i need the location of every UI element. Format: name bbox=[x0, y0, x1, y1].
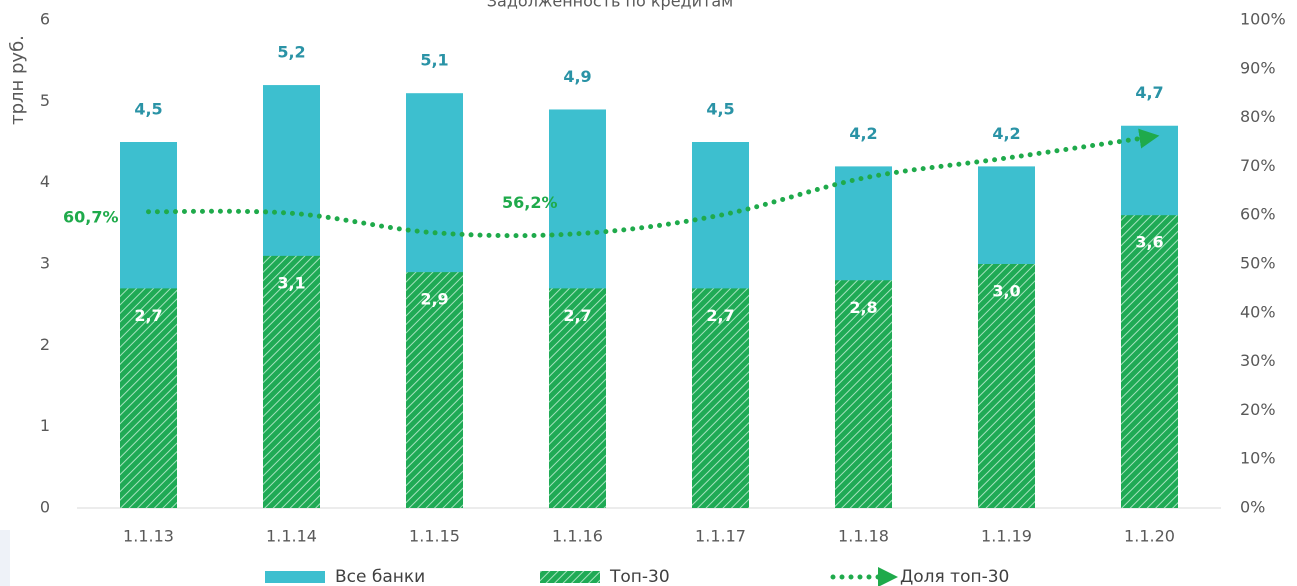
y-tick-label: 5 bbox=[40, 91, 50, 110]
data-label: 4,5 bbox=[134, 100, 162, 119]
y-axis-label: трлн руб. bbox=[7, 35, 28, 125]
x-tick-label: 1.1.13 bbox=[123, 527, 174, 546]
x-tick-label: 1.1.15 bbox=[409, 527, 460, 546]
legend-label: Топ-30 bbox=[609, 567, 670, 586]
y2-tick-label: 10% bbox=[1240, 449, 1276, 468]
y-tick-label: 1 bbox=[40, 416, 50, 435]
bar bbox=[120, 288, 177, 508]
data-label: 3,6 bbox=[1135, 233, 1163, 252]
legend-swatch bbox=[265, 571, 325, 583]
legend-swatch bbox=[540, 571, 600, 583]
data-label: 5,2 bbox=[277, 43, 305, 62]
x-tick-label: 1.1.18 bbox=[838, 527, 889, 546]
data-label: 2,7 bbox=[134, 306, 162, 325]
y2-tick-label: 50% bbox=[1240, 254, 1276, 273]
data-label: 4,2 bbox=[992, 124, 1020, 143]
data-label: 5,1 bbox=[420, 51, 448, 70]
bar bbox=[549, 288, 606, 508]
legend-label: Все банки bbox=[335, 567, 425, 586]
x-tick-label: 1.1.14 bbox=[266, 527, 317, 546]
y2-tick-label: 100% bbox=[1240, 10, 1286, 29]
x-tick-label: 1.1.20 bbox=[1124, 527, 1175, 546]
y-tick-label: 6 bbox=[40, 10, 50, 29]
data-label: 60,7% bbox=[63, 207, 119, 226]
y2-tick-label: 80% bbox=[1240, 107, 1276, 126]
data-label: 4,9 bbox=[563, 67, 591, 86]
legend-label: Доля топ-30 bbox=[900, 567, 1009, 586]
data-label: 3,0 bbox=[992, 282, 1020, 301]
y-tick-label: 0 bbox=[40, 498, 50, 517]
x-tick-label: 1.1.17 bbox=[695, 527, 746, 546]
data-label: 2,7 bbox=[563, 306, 591, 325]
data-label: 4,2 bbox=[849, 124, 877, 143]
y2-tick-label: 20% bbox=[1240, 400, 1276, 419]
x-tick-label: 1.1.19 bbox=[981, 527, 1032, 546]
bar bbox=[406, 272, 463, 508]
data-label: 2,7 bbox=[706, 306, 734, 325]
data-label: 56,2% bbox=[502, 193, 558, 212]
page-edge bbox=[0, 530, 10, 586]
y2-tick-label: 60% bbox=[1240, 205, 1276, 224]
y2-tick-label: 30% bbox=[1240, 351, 1276, 370]
data-label: 2,9 bbox=[420, 290, 448, 309]
x-tick-label: 1.1.16 bbox=[552, 527, 603, 546]
bar bbox=[978, 264, 1035, 508]
bar bbox=[835, 280, 892, 508]
y2-tick-label: 90% bbox=[1240, 58, 1276, 77]
y2-tick-label: 0% bbox=[1240, 498, 1265, 517]
bar bbox=[263, 255, 320, 508]
data-label: 2,8 bbox=[849, 298, 877, 317]
data-label: 3,1 bbox=[277, 273, 305, 292]
bar bbox=[1121, 215, 1178, 508]
bar bbox=[692, 288, 749, 508]
data-label: 4,5 bbox=[706, 100, 734, 119]
chart-title: Задолженность по кредитам bbox=[487, 0, 733, 11]
data-label: 4,7 bbox=[1135, 83, 1163, 102]
line bbox=[146, 128, 1160, 239]
y2-tick-label: 70% bbox=[1240, 156, 1276, 175]
y2-tick-label: 40% bbox=[1240, 302, 1276, 321]
y-tick-label: 3 bbox=[40, 254, 50, 273]
y-tick-label: 2 bbox=[40, 335, 50, 354]
y-tick-label: 4 bbox=[40, 172, 50, 191]
